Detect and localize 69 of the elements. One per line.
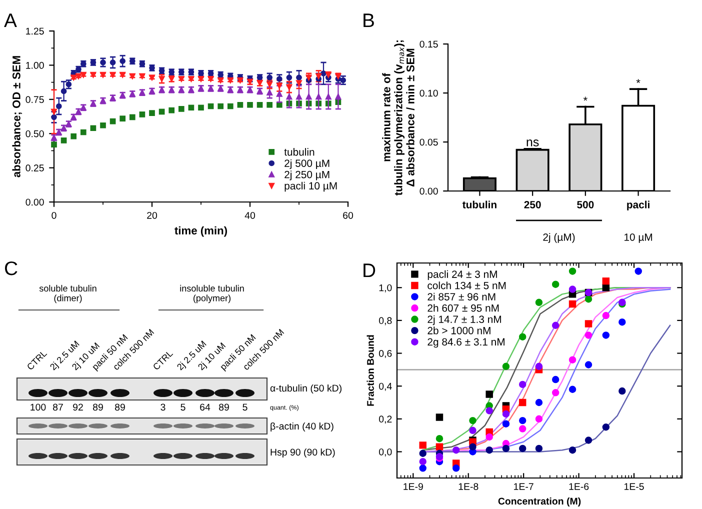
x-tick-label: 1E-7: [514, 483, 534, 490]
chart-title: A: [4, 14, 17, 28]
x-axis-title: Concentration (M): [498, 497, 581, 507]
y-tick-label: 0.10: [420, 90, 438, 97]
legend-label: 2j 250 µM: [284, 170, 330, 180]
y-tick-label: 0.00: [26, 198, 44, 206]
x-tick-label: pacli: [627, 200, 650, 210]
data-label: 64: [200, 404, 210, 411]
legend-label: pacli 10 µM: [284, 182, 337, 192]
y-tick-label: 1.00: [26, 62, 44, 69]
text: α-tubulin (50 kD): [270, 384, 342, 394]
x-tick-label: 60: [343, 212, 354, 219]
y-tick-label: 0.00: [420, 188, 438, 195]
x-tick-label: 1E-6: [569, 483, 589, 490]
data-label: 100: [30, 404, 46, 411]
chart-title: D: [364, 264, 376, 278]
legend-label: 2b > 1000 nM: [428, 326, 490, 334]
x-axis-title: time (min): [174, 226, 227, 237]
y-tick-label: 0.15: [420, 40, 438, 48]
data-label: 89: [93, 404, 103, 411]
y-tick-label: 0,0: [379, 448, 392, 457]
text: soluble tubulin (dimer): [39, 284, 96, 304]
y-tick-label: 0,4: [379, 382, 392, 391]
x-tick-label: 20: [147, 212, 158, 219]
y-tick-label: 0,8: [379, 317, 392, 326]
y-axis-title: absorbance; OD ± SEM: [12, 56, 22, 178]
x-tick-label: 500: [577, 200, 594, 208]
legend-label: 2j 500 µM: [284, 159, 330, 170]
legend-label: colch 134 ± 5 nM: [428, 282, 506, 290]
x-tick-label: 0: [52, 212, 56, 219]
y-tick-label: 1.25: [26, 28, 44, 35]
y-tick-label: 0.75: [26, 96, 44, 104]
x-tick-label: 40: [244, 212, 256, 219]
legend-label: 2h 607 ± 95 nM: [428, 304, 499, 312]
text: C: [4, 261, 18, 276]
y-tick-label: 0.50: [26, 130, 44, 138]
data-label: 87: [53, 404, 63, 411]
y-tick-label: 0,6: [379, 350, 392, 358]
data-label: 89: [115, 404, 125, 411]
chart-title: B: [364, 14, 374, 28]
x-tick-label: tubulin: [462, 200, 496, 208]
text: Hsp 90 (90 kD): [270, 448, 335, 458]
text: 10 µM: [624, 233, 652, 243]
y-tick-label: 0.05: [420, 138, 438, 146]
y-tick-label: 0,2: [379, 416, 392, 424]
annotation: *: [636, 79, 640, 84]
legend-label: 2i 857 ± 96 nM: [428, 292, 496, 300]
y-axis-title: Fraction Bound: [366, 335, 374, 406]
data-label: 5: [242, 404, 248, 411]
x-tick-label: 1E-8: [458, 483, 478, 490]
x-tick-label: 1E-5: [624, 483, 644, 490]
y-tick-label: 1,0: [379, 284, 392, 292]
y-axis-title: maximum rate of tubulin polymerization (v$_{max}$); Δ absorbance / min ± SEM: [382, 40, 414, 196]
annotation: *: [583, 96, 588, 101]
legend-label: pacli 24 ± 3 nM: [428, 270, 497, 280]
data-label: 5: [180, 404, 186, 411]
annotation: ns: [526, 140, 539, 146]
data-label: 89: [219, 404, 229, 411]
legend-label: tubulin: [284, 148, 314, 156]
text: β-actin (40 kD): [270, 422, 334, 432]
x-tick-label: 250: [524, 200, 541, 208]
text: 2j (µM): [543, 233, 575, 243]
legend-label: 2j 14.7 ± 1.3 nM: [428, 315, 501, 326]
legend-label: 2g 84.6 ± 3.1 nM: [428, 338, 504, 348]
data-label: 3: [160, 404, 166, 411]
text: insoluble tubulin (polymer): [180, 284, 244, 304]
x-tick-label: 1E-9: [404, 483, 423, 490]
data-label: 92: [73, 404, 83, 411]
y-tick-label: 0.25: [26, 164, 44, 172]
